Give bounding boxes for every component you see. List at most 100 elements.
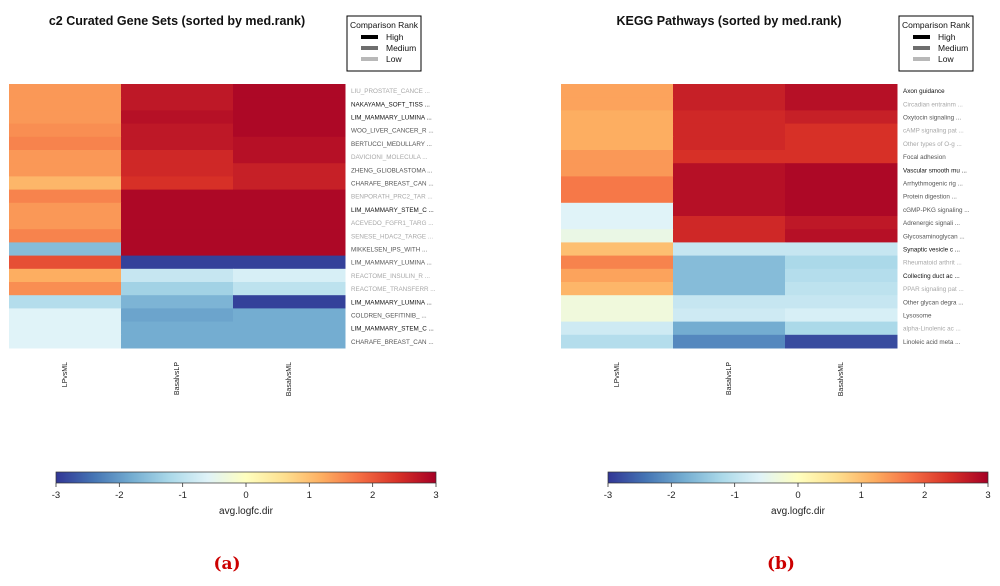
heatmap-cell (561, 189, 674, 204)
heatmap-cell (233, 123, 346, 138)
row-label: BERTUCCI_MEDULLARY ... (351, 141, 432, 148)
heatmap-cell (561, 136, 674, 151)
row-label: Adrenergic signali ... (903, 220, 960, 227)
heatmap-cell (9, 242, 122, 257)
row-label: REACTOME_INSULIN_R ... (351, 273, 430, 280)
row-label: Other types of O-g ... (903, 141, 962, 148)
heatmap-cell (561, 242, 674, 257)
heatmap-cell (785, 97, 898, 111)
panel-label-b: (b) (767, 554, 795, 574)
heatmap-cell (233, 242, 346, 257)
heatmap-cell (561, 84, 674, 98)
heatmap-cell (673, 110, 786, 125)
heatmap-cell (561, 255, 674, 270)
heatmap-cell (9, 202, 122, 217)
heatmap-cell (673, 242, 786, 257)
heatmap-cell (233, 308, 346, 323)
heatmap-cell (673, 202, 786, 217)
column-label: BasalvsLP (726, 362, 733, 395)
heatmap-cell (121, 268, 234, 283)
heatmap-cell (673, 136, 786, 151)
row-label: LIM_MAMMARY_LUMINA ... (351, 299, 432, 306)
row-label: MIKKELSEN_IPS_WITH ... (351, 247, 428, 254)
heatmap-cell (785, 84, 898, 98)
heatmap-cell (561, 97, 674, 111)
heatmap-cell (233, 189, 346, 204)
heatmap-cell (785, 150, 898, 164)
legend-item: Low (386, 54, 402, 64)
heatmap-cell (785, 110, 898, 125)
heatmap-cell (121, 97, 234, 111)
legend-item: Medium (386, 43, 416, 53)
legend-item: Low (938, 54, 954, 64)
heatmap-cell (9, 163, 122, 177)
row-label: Collecting duct ac ... (903, 273, 960, 280)
legend-title: Comparison Rank (350, 20, 419, 30)
colorbar-tick-label: 0 (243, 490, 248, 501)
heatmap-cell (9, 268, 122, 283)
heatmap-cell (673, 229, 786, 243)
row-label: Arrhythmogenic rig ... (903, 181, 963, 188)
heatmap-cell (121, 84, 234, 98)
heatmap-cell (785, 334, 898, 349)
heatmap-cell (785, 176, 898, 191)
heatmap-cell (785, 123, 898, 138)
heatmap-cell (233, 334, 346, 349)
colorbar (607, 471, 989, 484)
row-label: Protein digestion ... (903, 194, 957, 201)
heatmap-cell (9, 282, 122, 296)
heatmap-cell (561, 176, 674, 191)
row-label: Rheumatoid arthrit ... (903, 260, 962, 267)
row-label: Synaptic vesicle c ... (903, 247, 960, 254)
row-label: cAMP signaling pat ... (903, 128, 964, 135)
heatmap-cell (673, 189, 786, 204)
colorbar-tick-label: -1 (178, 490, 186, 501)
heatmap-cell (9, 308, 122, 323)
row-label: CHARAFE_BREAST_CAN ... (351, 181, 434, 188)
row-label: BENPORATH_PRC2_TAR ... (351, 194, 433, 201)
colorbar-tick-label: -3 (604, 490, 612, 501)
colorbar-label: avg.logfc.dir (771, 506, 826, 517)
heatmap-cell (673, 282, 786, 296)
column-label: LPvsML (614, 362, 621, 387)
row-label: Oxytocin signaling ... (903, 115, 961, 122)
legend-item: High (938, 32, 956, 42)
heatmap-cell (561, 202, 674, 217)
heatmap-cell (9, 321, 122, 336)
row-label: NAKAYAMA_SOFT_TISS ... (351, 101, 430, 108)
heatmap-cell (673, 268, 786, 283)
heatmap-cell (673, 84, 786, 98)
heatmap-cell (121, 321, 234, 336)
heatmap-cell (785, 308, 898, 323)
row-label: Circadian entrainm ... (903, 101, 963, 108)
colorbar-label: avg.logfc.dir (219, 506, 274, 517)
heatmap-cell (673, 150, 786, 164)
heatmap-cell (673, 295, 786, 309)
heatmap-cell (673, 123, 786, 138)
heatmap-cell (233, 321, 346, 336)
legend-box (346, 15, 422, 72)
heatmap-cell (785, 321, 898, 336)
heatmap-cell (121, 295, 234, 309)
heatmap-cell (9, 216, 122, 230)
heatmap-cell (9, 110, 122, 125)
row-label: ZHENG_GLIOBLASTOMA ... (351, 167, 433, 174)
heatmap-cell (785, 282, 898, 296)
heatmap-cell (121, 216, 234, 230)
heatmap-cell (561, 110, 674, 125)
heatmap-cell (233, 84, 346, 98)
row-label: Linoleic acid meta ... (903, 339, 961, 346)
heatmap-cell (561, 163, 674, 177)
heatmap-cell (673, 255, 786, 270)
row-label: COLDREN_GEFITINIB_ ... (351, 313, 427, 320)
heatmap-cell (9, 255, 122, 270)
heatmap-cell (673, 308, 786, 323)
heatmap-cell (233, 255, 346, 270)
heatmap-cell (233, 110, 346, 125)
heatmap-cell (121, 242, 234, 257)
heatmap-cell (233, 295, 346, 309)
heatmap-cell (785, 202, 898, 217)
heatmap-cell (673, 334, 786, 349)
